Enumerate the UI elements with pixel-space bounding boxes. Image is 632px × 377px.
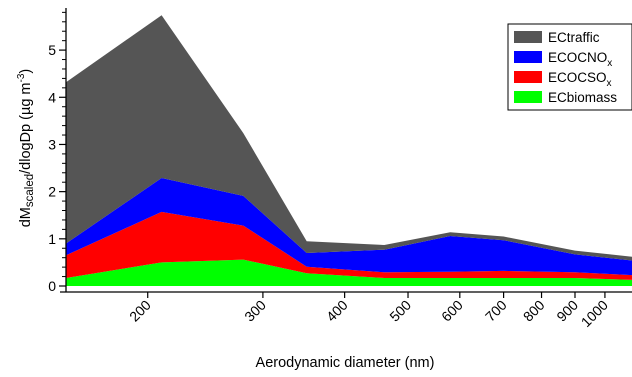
axis-layer bbox=[60, 8, 632, 293]
x-tick-label: 300 bbox=[241, 297, 269, 325]
x-tick-label: 1000 bbox=[578, 297, 611, 330]
area-traffic bbox=[66, 15, 632, 261]
y-axis-title-main: dM bbox=[18, 207, 34, 227]
x-tick-label: 800 bbox=[520, 297, 548, 325]
y-axis-title-rest: /dlogDp (µg m bbox=[18, 82, 34, 173]
legend-label-cso: ECOCSOx bbox=[548, 70, 612, 89]
x-tick-label: 400 bbox=[323, 297, 351, 325]
y-tick-label: 4 bbox=[48, 89, 56, 105]
x-tick-label: 700 bbox=[482, 297, 510, 325]
x-axis-title: Aerodynamic diameter (nm) bbox=[256, 355, 435, 371]
legend-label-biomass: ECbiomass bbox=[548, 90, 617, 105]
x-tick-label: 600 bbox=[438, 297, 466, 325]
legend-swatch-biomass bbox=[514, 91, 542, 103]
y-tick-label: 3 bbox=[48, 136, 56, 152]
area-layer bbox=[66, 15, 632, 286]
x-tick-label: 500 bbox=[386, 297, 414, 325]
y-axis-title-subscript: scaled bbox=[24, 174, 36, 207]
legend-swatch-traffic bbox=[514, 31, 542, 43]
y-tick-label: 1 bbox=[48, 231, 56, 247]
x-tick-label: 900 bbox=[553, 297, 581, 325]
area-cno bbox=[66, 178, 632, 276]
legend-label-traffic: ECtraffic bbox=[548, 30, 600, 45]
legend-swatch-cno bbox=[514, 51, 542, 63]
y-tick-label: 0 bbox=[48, 278, 56, 294]
area-biomass bbox=[66, 259, 632, 286]
y-axis-title: dMscaled/dlogDp (µg m-3) bbox=[16, 69, 36, 228]
legend-swatch-cso bbox=[514, 71, 542, 83]
y-axis-title-superscript: -3 bbox=[16, 73, 27, 82]
y-tick-label: 2 bbox=[48, 184, 56, 200]
area-cso bbox=[66, 211, 632, 280]
y-tick-label: 5 bbox=[48, 42, 56, 58]
x-tick-label: 200 bbox=[126, 297, 154, 325]
y-axis-title-close: ) bbox=[18, 69, 34, 74]
legend-label-cno: ECOCNOx bbox=[548, 50, 612, 69]
